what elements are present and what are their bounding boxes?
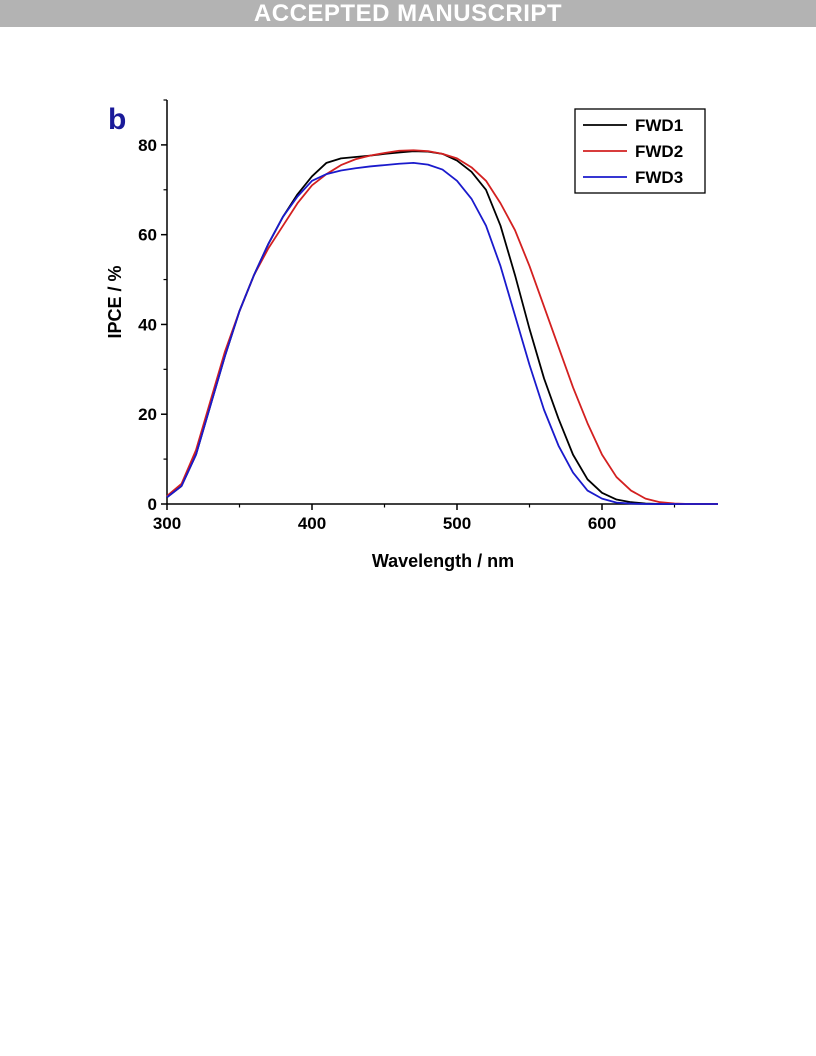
chart-lines bbox=[166, 149, 718, 505]
x-tick-label: 400 bbox=[298, 514, 326, 533]
x-tick-label: 500 bbox=[443, 514, 471, 533]
y-tick-label: 40 bbox=[138, 315, 157, 334]
chart-ticks: 300 400 500 600 0 20 40 60 80 bbox=[138, 99, 676, 533]
legend-label-fwd3: FWD3 bbox=[635, 168, 683, 187]
y-tick-label: 20 bbox=[138, 405, 157, 424]
series-line-fwd3 bbox=[166, 161, 718, 505]
x-axis-label: Wavelength / nm bbox=[372, 551, 514, 571]
series-line-fwd2 bbox=[166, 149, 718, 505]
x-tick-label: 600 bbox=[588, 514, 616, 533]
panel-label: b bbox=[108, 103, 126, 136]
y-tick-label: 0 bbox=[148, 495, 157, 514]
legend-label-fwd2: FWD2 bbox=[635, 142, 683, 161]
x-tick-label: 300 bbox=[153, 514, 181, 533]
legend-label-fwd1: FWD1 bbox=[635, 116, 683, 135]
y-tick-label: 60 bbox=[138, 226, 157, 245]
y-axis-label: IPCE / % bbox=[105, 265, 125, 338]
series-line-fwd1 bbox=[166, 150, 718, 505]
y-tick-label: 80 bbox=[138, 136, 157, 155]
chart-legend: FWD1 FWD2 FWD3 bbox=[574, 108, 706, 194]
accepted-manuscript-banner: ACCEPTED MANUSCRIPT bbox=[0, 0, 816, 27]
